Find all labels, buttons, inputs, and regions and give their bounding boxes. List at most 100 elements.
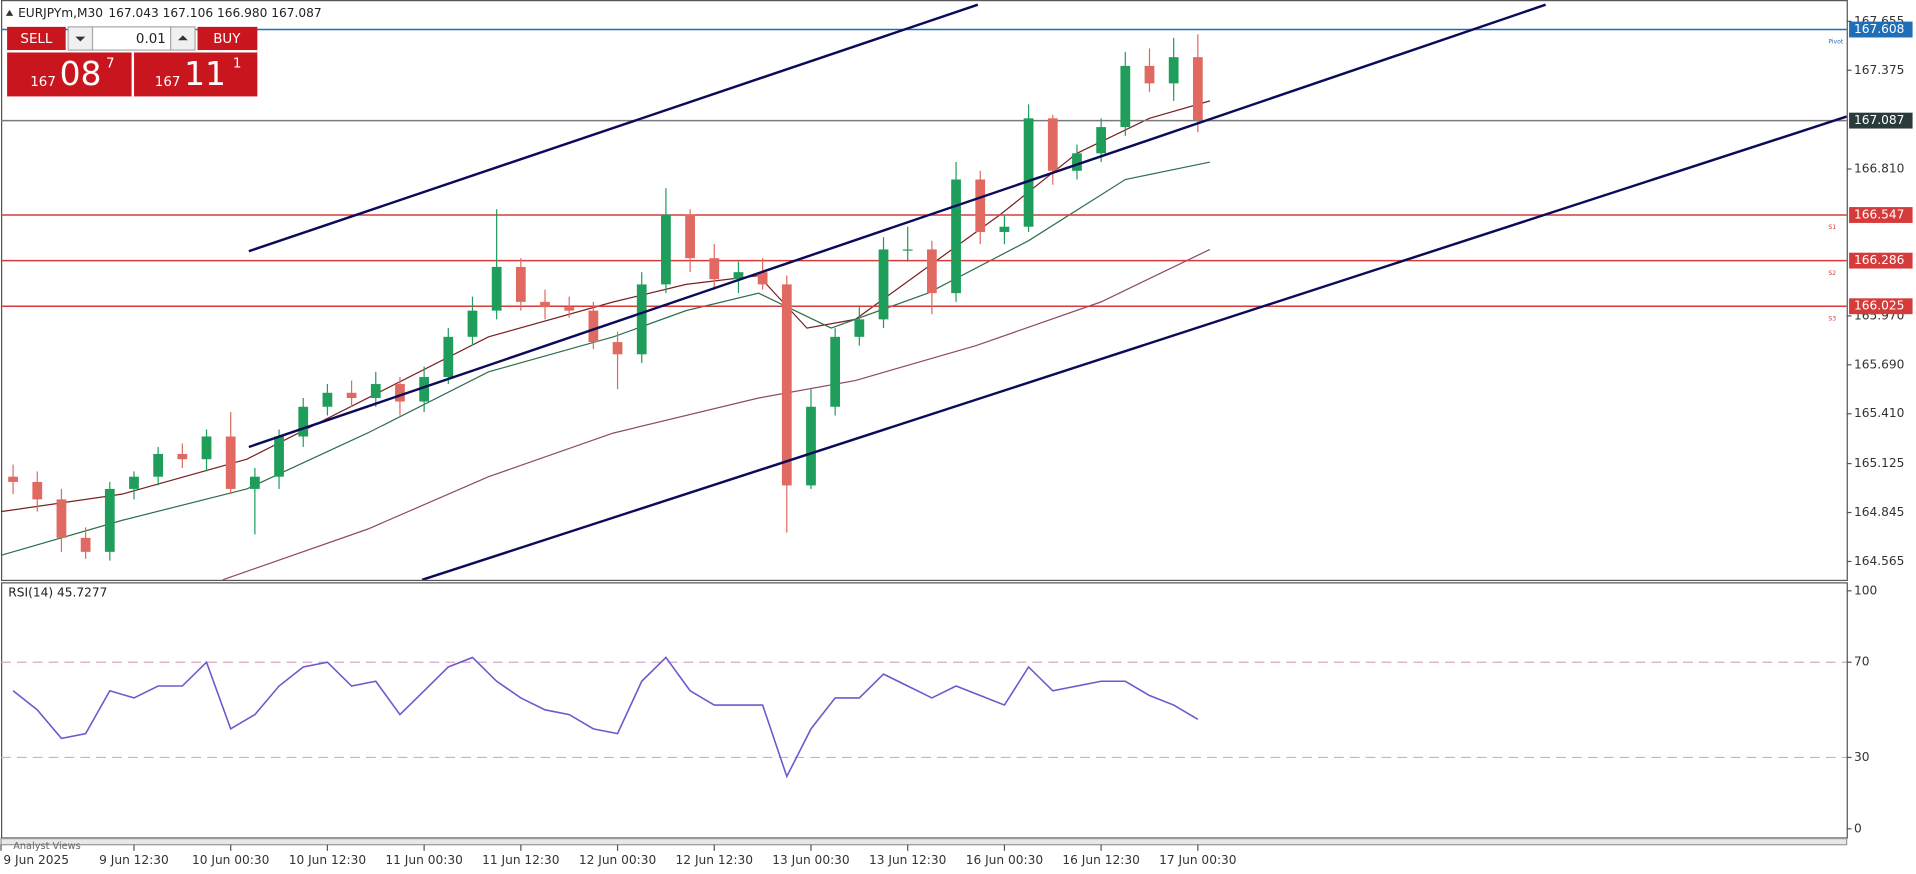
rsi-plot <box>0 656 1847 779</box>
buy-label: BUY <box>213 32 241 47</box>
pips: 08 <box>60 54 102 93</box>
level-box <box>1849 21 1913 38</box>
candle-body <box>588 310 599 343</box>
buy-price-box[interactable] <box>134 52 258 97</box>
level-name: S3 <box>1828 315 1836 322</box>
candle-body <box>733 272 744 280</box>
candle-body <box>491 266 502 311</box>
candle-body <box>274 436 284 477</box>
candle-body <box>806 406 816 486</box>
x-tick-label: 12 Jun 00:30 <box>579 853 656 867</box>
candle-body <box>612 342 623 355</box>
y-tick-label: 164.565 <box>1854 554 1904 568</box>
x-tick-label: 12 Jun 12:30 <box>676 853 753 867</box>
y-tick-label: 165.410 <box>1854 406 1904 420</box>
candle-body <box>322 392 333 407</box>
candle-body <box>346 392 357 399</box>
pips: 11 <box>184 54 226 93</box>
candle-body <box>129 476 139 489</box>
bottom-strip <box>0 837 1848 846</box>
collapse-icon[interactable] <box>5 9 14 16</box>
candle-body <box>1144 65 1155 84</box>
candle-body <box>975 179 986 232</box>
symbol: EURJPYm,M30 <box>18 6 103 20</box>
fraction: 1 <box>233 56 242 71</box>
trendline <box>248 3 1547 449</box>
candle-body <box>757 272 768 285</box>
level-name: S2 <box>1828 270 1836 277</box>
candle-body <box>902 249 913 251</box>
candle-body <box>709 258 720 280</box>
level-box <box>1849 298 1913 315</box>
candle-body <box>1120 65 1131 128</box>
buy-button[interactable] <box>197 26 258 51</box>
candle-body <box>419 377 430 402</box>
candle-body <box>467 310 478 337</box>
sell-price-box[interactable] <box>7 52 132 97</box>
x-tick-label: 17 Jun 00:30 <box>1159 853 1236 867</box>
trade-panel: SELL 0.01 BUY 167 08 7 167 11 1 <box>7 26 258 97</box>
y-tick-label: 167.375 <box>1854 63 1904 77</box>
sell-label: SELL <box>20 32 52 47</box>
x-tick-label: 10 Jun 00:30 <box>192 853 269 867</box>
moving-average <box>0 161 1211 556</box>
level-label: 167.608 <box>1854 22 1904 36</box>
candle-body <box>564 307 575 311</box>
x-tick-label: 13 Jun 12:30 <box>869 853 946 867</box>
candle-body <box>685 214 695 259</box>
candle-body <box>854 319 865 337</box>
level-label: 166.547 <box>1854 208 1904 222</box>
y-tick-label: 165.125 <box>1854 456 1904 470</box>
rsi-title: RSI(14) 45.7277 <box>8 586 107 600</box>
big-figure: 167 <box>155 75 181 90</box>
big-figure: 167 <box>30 75 56 90</box>
y-tick-label: 30 <box>1854 750 1870 764</box>
x-tick-label: 11 Jun 12:30 <box>482 853 559 867</box>
level-label: 166.025 <box>1854 299 1904 313</box>
down-arrow <box>75 36 86 42</box>
candle-body <box>830 336 841 407</box>
candle-body <box>781 284 792 486</box>
candle-body <box>1072 153 1082 171</box>
candle-body <box>1047 118 1058 171</box>
rsi-pane <box>0 582 1848 839</box>
candle-body <box>926 249 937 294</box>
y-tick-label: 164.845 <box>1854 505 1904 519</box>
candle-body <box>80 537 91 552</box>
x-tick-label: 11 Jun 00:30 <box>385 853 462 867</box>
lot-value: 0.01 <box>136 32 166 47</box>
candle-body <box>32 481 43 500</box>
level-label: 166.286 <box>1854 253 1904 267</box>
fraction: 7 <box>106 56 115 71</box>
up-arrow <box>177 35 188 41</box>
x-tick-label: 16 Jun 12:30 <box>1062 853 1139 867</box>
price-plot: Pivot S1 S2 S3 <box>0 3 1847 580</box>
y-tick-label: 100 <box>1854 583 1877 597</box>
sell-button[interactable] <box>7 26 66 51</box>
x-tick-label: 9 Jun 12:30 <box>99 853 169 867</box>
candle-body <box>104 488 115 552</box>
candle-body <box>443 336 454 378</box>
y-tick-label: 70 <box>1854 655 1870 669</box>
candle-body <box>661 214 671 285</box>
candle-body <box>177 453 188 460</box>
candle-body <box>395 384 405 402</box>
x-tick-label: 13 Jun 00:30 <box>772 853 849 867</box>
rsi-line <box>12 656 1199 779</box>
candle-body <box>298 406 309 437</box>
level-label: 167.087 <box>1854 113 1904 127</box>
x-tick-label: 10 Jun 12:30 <box>289 853 366 867</box>
candle-body <box>951 179 961 294</box>
candle-body <box>1023 118 1034 227</box>
candle-body <box>1168 57 1179 84</box>
level-box <box>1849 252 1913 269</box>
candle-body <box>515 266 526 302</box>
candle-body <box>636 284 647 355</box>
axes: 167.655167.375166.810165.970165.690165.4… <box>0 14 1913 867</box>
level-box <box>1849 207 1913 223</box>
candle-body <box>1096 127 1107 154</box>
trendline <box>421 115 1847 580</box>
y-tick-label: 165.690 <box>1854 357 1904 371</box>
moving-average <box>222 248 1211 580</box>
